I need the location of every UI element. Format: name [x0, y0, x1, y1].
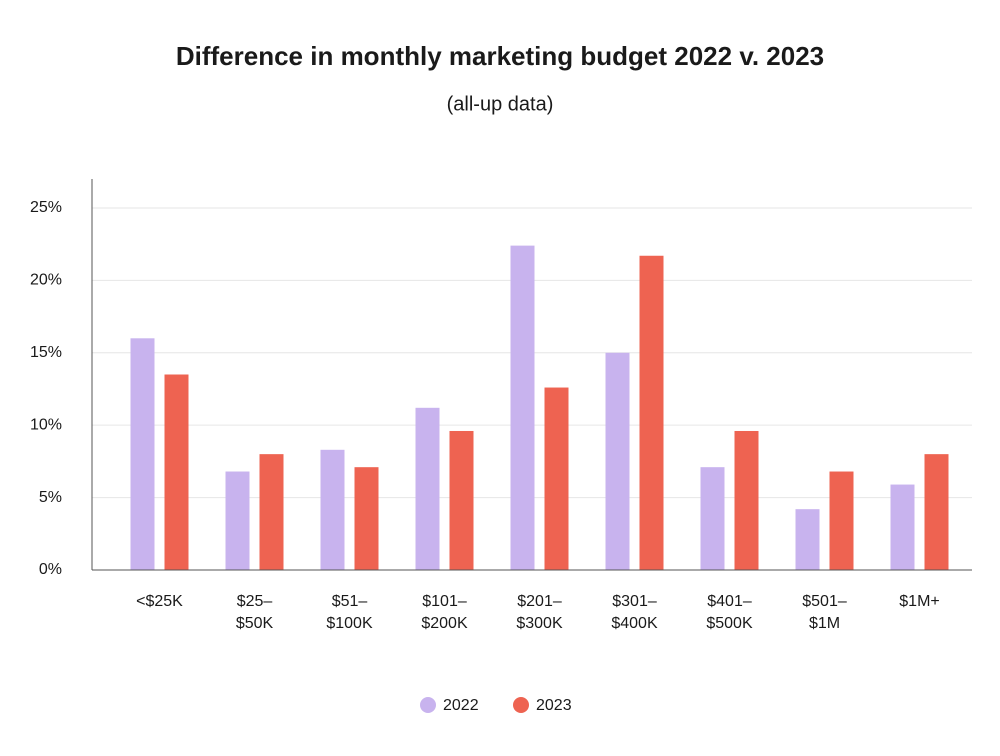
- bar: [320, 449, 345, 570]
- bar: [510, 245, 535, 571]
- chart-title: Difference in monthly marketing budget 2…: [176, 41, 824, 71]
- bar: [605, 352, 630, 570]
- legend-label: 2022: [443, 697, 479, 714]
- bar: [354, 467, 379, 570]
- bar: [415, 407, 440, 570]
- legend-marker: [420, 697, 436, 713]
- y-tick-label: 15%: [30, 344, 62, 361]
- bar: [259, 454, 284, 570]
- bar: [130, 338, 155, 570]
- y-tick-label: 5%: [39, 489, 62, 506]
- bar: [924, 454, 949, 570]
- bar: [639, 255, 664, 571]
- bar: [829, 471, 854, 570]
- bar: [164, 374, 189, 570]
- y-tick-label: 10%: [30, 416, 62, 433]
- bar: [544, 387, 569, 570]
- bar: [225, 471, 250, 570]
- y-tick-label: 20%: [30, 272, 62, 289]
- x-tick-label: $201– $300K: [516, 593, 563, 632]
- x-tick-label: $401– $500K: [706, 593, 753, 632]
- x-tick-label: $25– $50K: [236, 593, 274, 632]
- bar: [449, 430, 474, 570]
- x-tick-label: $1M+: [899, 593, 939, 610]
- x-tick-label: $101– $200K: [421, 593, 468, 632]
- y-tick-label: 0%: [39, 561, 62, 578]
- bar: [890, 484, 915, 570]
- y-tick-label: 25%: [30, 199, 62, 216]
- x-tick-label: $51– $100K: [326, 593, 373, 632]
- x-tick-label: $301– $400K: [611, 593, 658, 632]
- legend-label: 2023: [536, 697, 572, 714]
- bar: [734, 430, 759, 570]
- x-tick-label: $501– $1M: [802, 593, 847, 632]
- bar: [795, 509, 820, 570]
- bar: [700, 467, 725, 570]
- legend-marker: [513, 697, 529, 713]
- x-tick-label: <$25K: [136, 593, 183, 610]
- chart-subtitle: (all-up data): [447, 93, 554, 115]
